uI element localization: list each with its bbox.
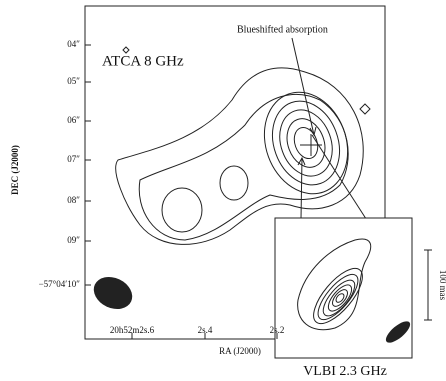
atca-label: ATCA 8 GHz — [102, 53, 184, 69]
y-tick-label: 04″ — [67, 39, 80, 49]
scale-bar — [424, 249, 432, 321]
vlbi-beam — [385, 321, 411, 343]
y-tick-label: 09″ — [67, 235, 80, 245]
map-frame — [84, 5, 386, 340]
atca-contours — [115, 46, 371, 245]
x-tick-label: 2s.4 — [198, 325, 213, 335]
y-tick-label: 07″ — [67, 154, 80, 164]
x-tick-label: 20h52m2s.6 — [110, 325, 155, 335]
scale-label: 100 mas — [438, 270, 446, 301]
vlbi-label: VLBI 2.3 GHz — [303, 364, 387, 379]
x-ticks: 20h52m2s.6 2s.4 2s.2 — [110, 325, 285, 339]
beam — [93, 276, 133, 310]
y-tick-label: 06″ — [67, 115, 80, 125]
dec-axis-label: DEC (J2000) — [10, 145, 20, 195]
y-ticks: 04″ 05″ 06″ 07″ 08″ 09″ −57°04′10″ — [39, 39, 91, 289]
absorption-label: Blueshifted absorption — [237, 24, 328, 35]
y-tick-label: 05″ — [67, 76, 80, 86]
y-tick-label: 08″ — [67, 195, 80, 205]
vlbi-contours — [297, 238, 372, 331]
y-tick-label: −57°04′10″ — [39, 279, 81, 289]
x-tick-label: 2s.2 — [270, 325, 285, 335]
ra-axis-label: RA (J2000) — [219, 346, 261, 356]
